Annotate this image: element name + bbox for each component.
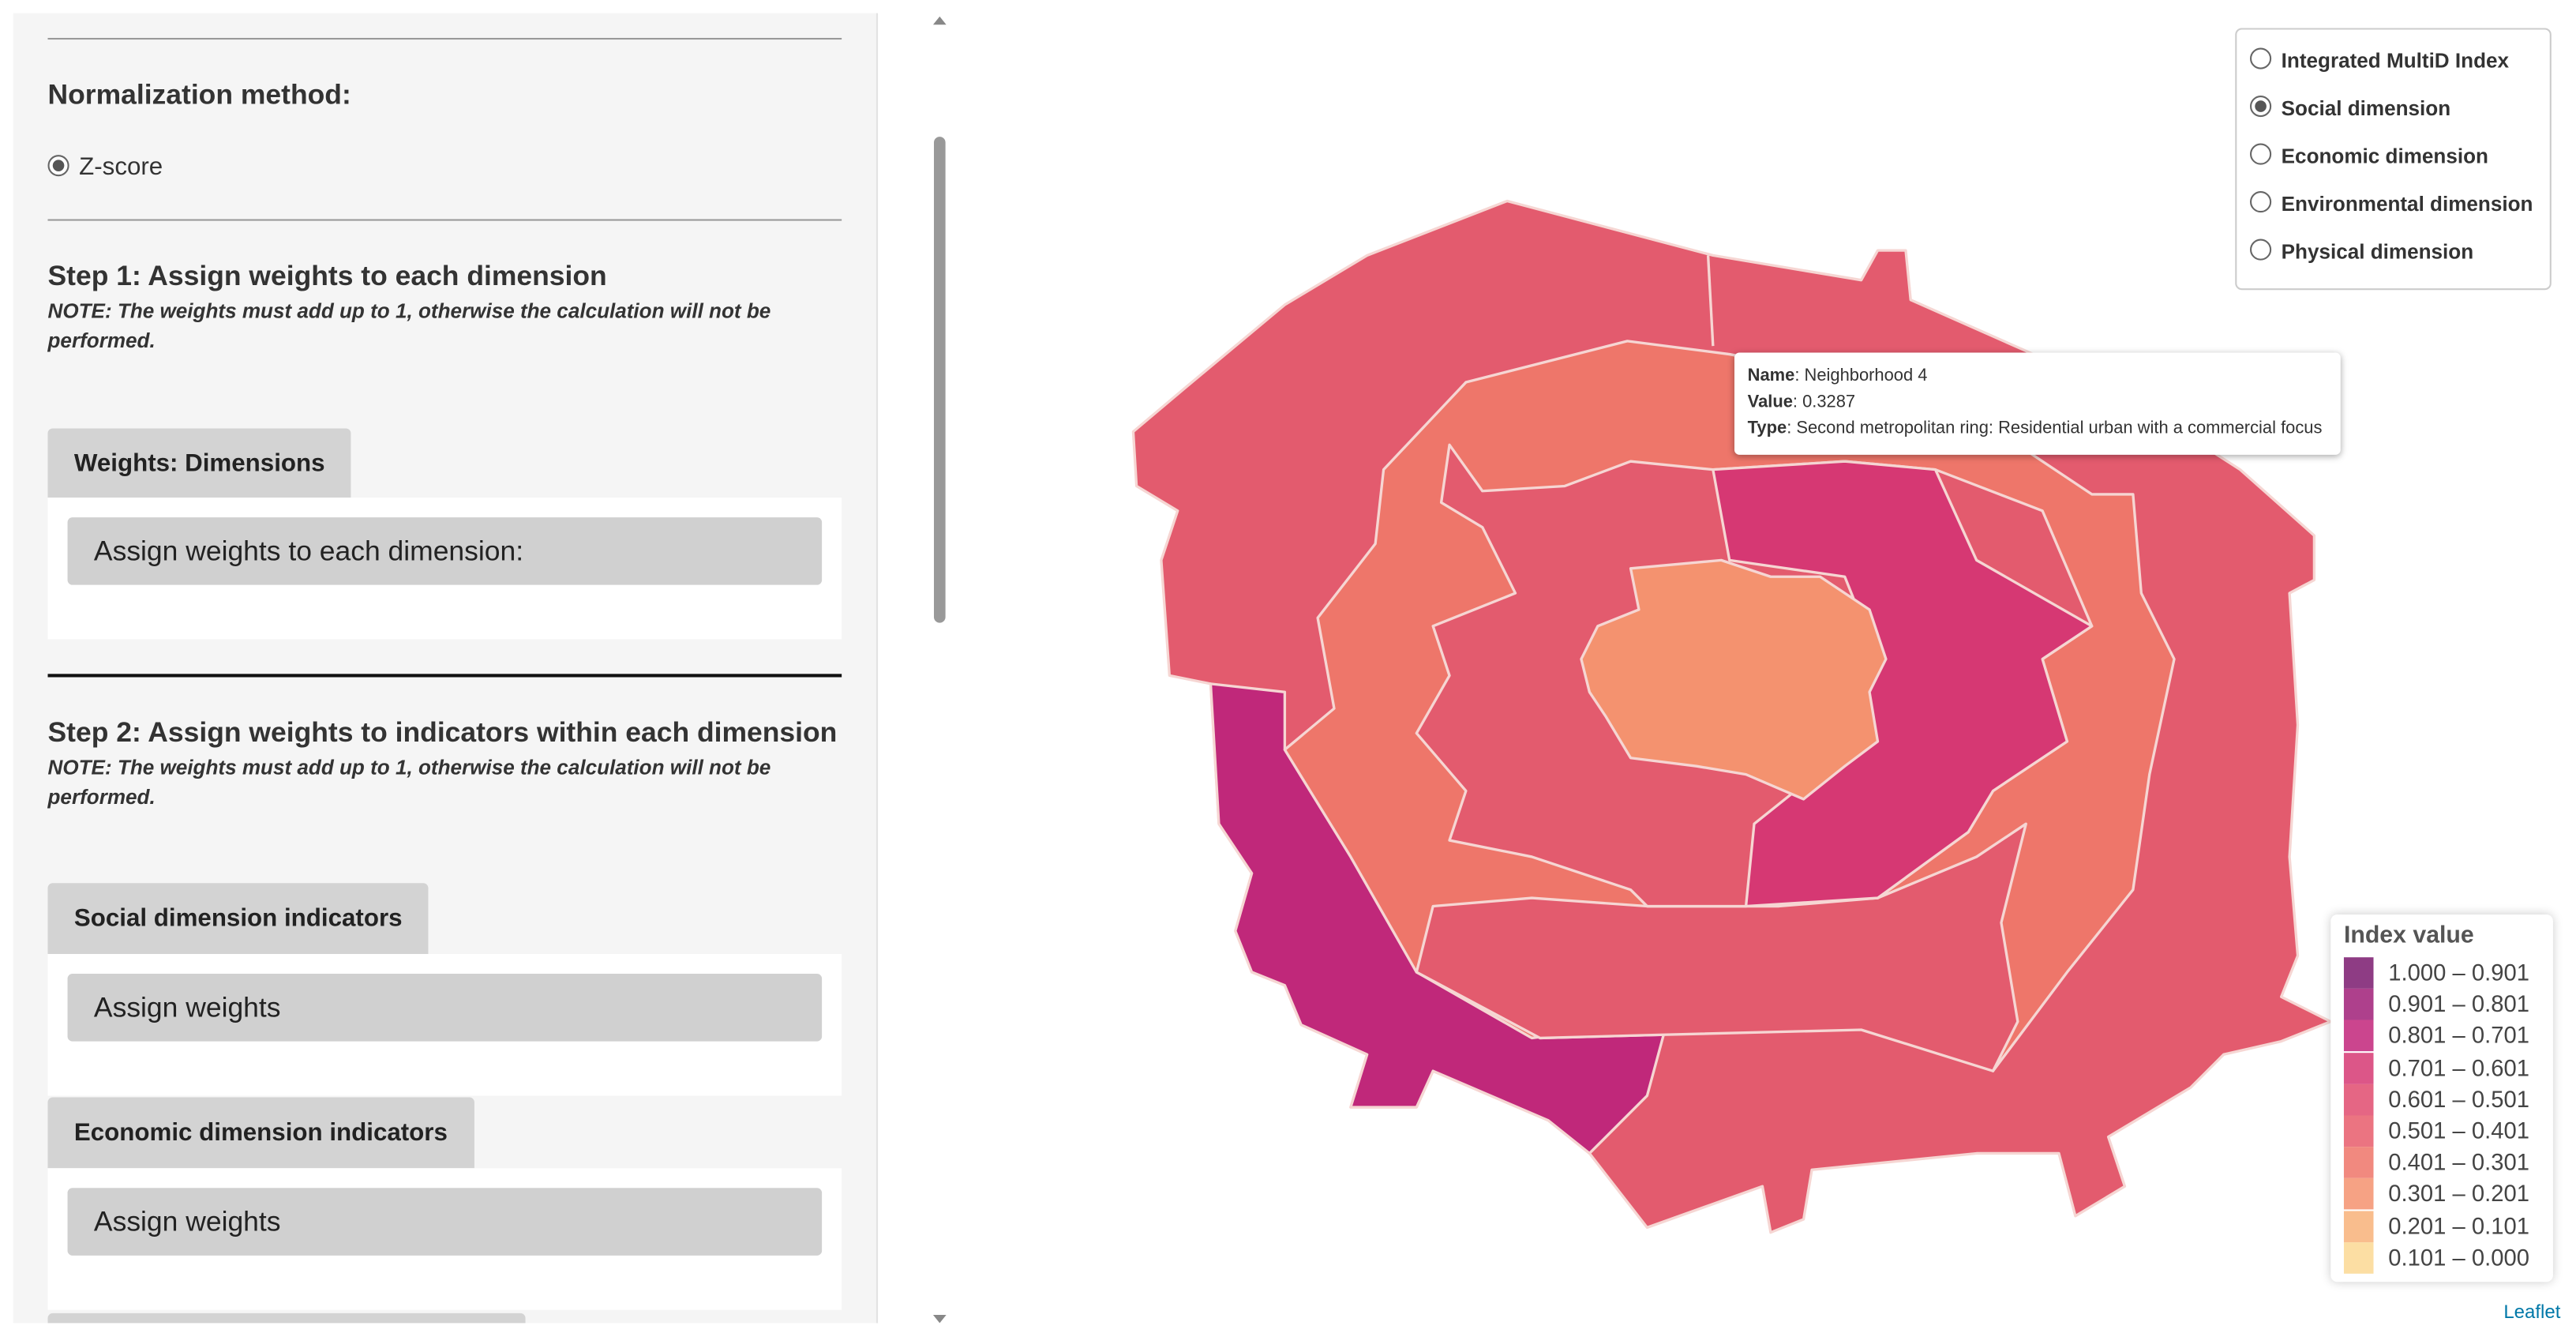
tooltip-label: Type bbox=[1747, 418, 1787, 438]
panel: Assign weights to each dimension: bbox=[47, 498, 842, 640]
legend-label: 0.601 – 0.501 bbox=[2388, 1085, 2529, 1112]
legend-swatch bbox=[2343, 1020, 2374, 1052]
legend-swatch bbox=[2343, 1210, 2374, 1242]
scrollbar[interactable] bbox=[931, 13, 949, 1327]
radio[interactable] bbox=[2250, 96, 2272, 118]
neighborhood[interactable] bbox=[1580, 558, 1888, 801]
tooltip-value: : 0.3287 bbox=[1792, 392, 1856, 412]
legend-item: 0.101 – 0.000 bbox=[2343, 1241, 2529, 1274]
legend-item: 1.000 – 0.901 bbox=[2343, 957, 2529, 989]
divider bbox=[47, 37, 842, 40]
panel: Assign weights bbox=[47, 954, 842, 1096]
legend-label: 0.301 – 0.201 bbox=[2388, 1180, 2529, 1207]
layer-label: Social dimension bbox=[2281, 97, 2451, 121]
legend-item: 0.501 – 0.401 bbox=[2343, 1115, 2529, 1147]
layer-option[interactable]: Environmental dimension bbox=[2250, 191, 2533, 216]
neighborhood[interactable] bbox=[1415, 822, 2027, 1072]
legend-label: 0.801 – 0.701 bbox=[2388, 1022, 2529, 1049]
layer-label: Physical dimension bbox=[2281, 240, 2474, 264]
legend-label: 0.101 – 0.000 bbox=[2388, 1243, 2529, 1271]
legend-swatch bbox=[2343, 1115, 2374, 1147]
radio-option[interactable]: Z-score bbox=[47, 153, 163, 182]
layer-label: Economic dimension bbox=[2281, 145, 2488, 168]
layer-label: Integrated MultiD Index bbox=[2281, 49, 2510, 73]
legend-swatch bbox=[2343, 989, 2374, 1020]
layer-control: Integrated MultiD Index Social dimension E… bbox=[2235, 28, 2552, 291]
note: NOTE: The weights must add up to 1, othe… bbox=[47, 756, 771, 809]
tab[interactable]: Social dimension indicators bbox=[47, 883, 429, 955]
legend-item: 0.401 – 0.301 bbox=[2343, 1147, 2529, 1179]
radio-label: Z-score bbox=[79, 153, 163, 182]
step-title: Step 1: Assign weights to each dimension bbox=[47, 260, 607, 292]
scrollbar-graphic bbox=[932, 16, 947, 1324]
legend-swatch bbox=[2343, 1241, 2374, 1274]
divider bbox=[47, 674, 842, 678]
tooltip-value: : Second metropolitan ring: Residential … bbox=[1787, 418, 2323, 438]
layer-option[interactable]: Physical dimension bbox=[2250, 238, 2474, 264]
tooltip-label: Value bbox=[1747, 392, 1793, 412]
divider bbox=[47, 219, 842, 221]
tooltip: Name: Neighborhood 4 Value: 0.3287 Type: S… bbox=[1734, 352, 2341, 455]
legend-item: 0.901 – 0.801 bbox=[2343, 989, 2529, 1020]
button[interactable]: Assign weights to each dimension: bbox=[67, 517, 823, 585]
button[interactable]: Assign weights bbox=[67, 1188, 823, 1256]
legend-item: 0.201 – 0.101 bbox=[2343, 1210, 2529, 1242]
step-title: Step 2: Assign weights to indicators wit… bbox=[47, 716, 838, 749]
note: NOTE: The weights must add up to 1, othe… bbox=[47, 299, 771, 353]
layer-label: Environmental dimension bbox=[2281, 193, 2533, 216]
legend-label: 0.401 – 0.301 bbox=[2388, 1148, 2529, 1175]
legend-item: 0.601 – 0.501 bbox=[2343, 1083, 2529, 1116]
attribution[interactable]: Leaflet bbox=[2503, 1303, 2561, 1324]
legend: Index value 1.000 – 0.901 0.901 – 0.801 0.… bbox=[2330, 914, 2553, 1283]
tooltip-row: Type: Second metropolitan ring: Resident… bbox=[1748, 419, 2323, 438]
legend-swatch bbox=[2343, 1147, 2374, 1179]
tab[interactable]: Weights: Dimensions bbox=[47, 428, 351, 500]
section-title: Normalization method: bbox=[47, 79, 351, 111]
legend-label: 0.901 – 0.801 bbox=[2388, 990, 2529, 1017]
layer-option[interactable]: Economic dimension bbox=[2250, 143, 2488, 168]
legend-label: 0.201 – 0.101 bbox=[2388, 1211, 2529, 1239]
layer-option[interactable]: Integrated MultiD Index bbox=[2250, 47, 2510, 73]
panel: Assign weights bbox=[47, 1168, 842, 1310]
legend-label: 0.501 – 0.401 bbox=[2388, 1117, 2529, 1144]
tooltip-row: Value: 0.3287 bbox=[1748, 392, 1855, 412]
radio[interactable] bbox=[2250, 47, 2272, 69]
legend-swatch bbox=[2343, 1178, 2374, 1211]
legend-item: 0.801 – 0.701 bbox=[2343, 1020, 2529, 1052]
tooltip-label: Name bbox=[1747, 366, 1795, 386]
legend-item: 0.301 – 0.201 bbox=[2343, 1178, 2529, 1211]
tooltip-row: Name: Neighborhood 4 bbox=[1748, 366, 1928, 385]
legend-title: Index value bbox=[2343, 922, 2474, 949]
tab[interactable] bbox=[47, 1313, 526, 1324]
legend-swatch bbox=[2343, 1083, 2374, 1116]
radio[interactable] bbox=[2250, 238, 2272, 261]
tab[interactable]: Economic dimension indicators bbox=[47, 1097, 474, 1169]
button[interactable]: Assign weights bbox=[67, 974, 823, 1042]
legend-swatch bbox=[2343, 1052, 2374, 1084]
radio[interactable] bbox=[2250, 143, 2272, 165]
tooltip-value: : Neighborhood 4 bbox=[1794, 366, 1928, 386]
radio[interactable] bbox=[2250, 191, 2272, 213]
legend-item: 0.701 – 0.601 bbox=[2343, 1052, 2529, 1084]
sidebar: Normalization method: Z-score Step 1: As… bbox=[13, 13, 879, 1324]
legend-swatch bbox=[2343, 957, 2374, 989]
legend-label: 1.000 – 0.901 bbox=[2388, 959, 2529, 986]
layer-option[interactable]: Social dimension bbox=[2250, 96, 2450, 120]
legend-label: 0.701 – 0.601 bbox=[2388, 1053, 2529, 1080]
